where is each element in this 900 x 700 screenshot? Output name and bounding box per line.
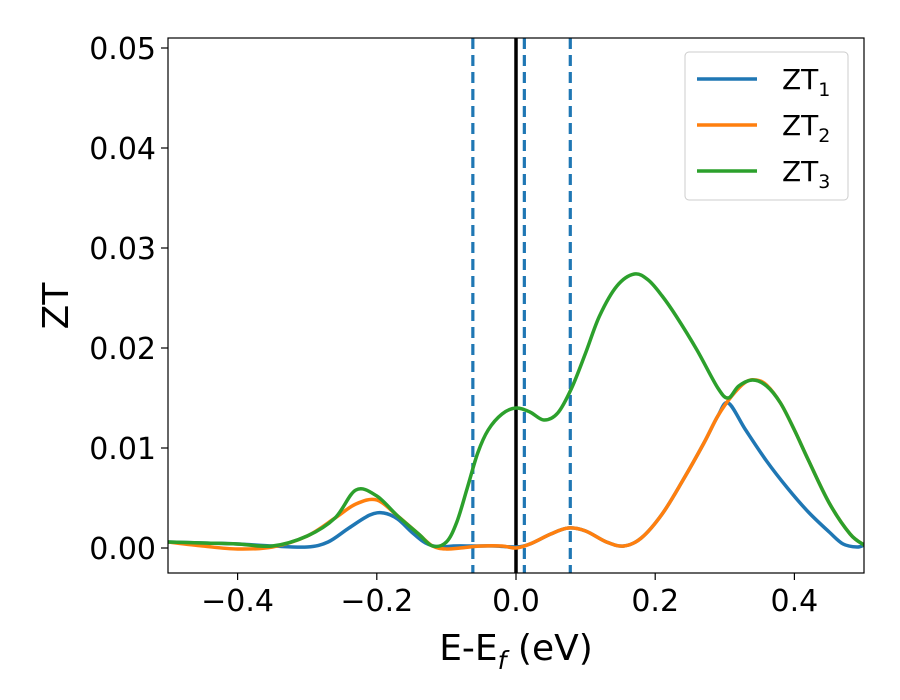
x-axis-label-unit: (eV) — [506, 628, 592, 669]
y-tick-label: 0.01 — [89, 432, 156, 467]
x-tick-label: −0.4 — [201, 584, 274, 619]
legend-label: ZT2 — [782, 109, 830, 147]
x-tick-label: 0.4 — [771, 584, 819, 619]
x-tick-label: 0.0 — [492, 584, 540, 619]
legend: ZT1 ZT2 ZT3 — [684, 51, 849, 201]
y-tick-label: 0.04 — [89, 132, 156, 167]
reference-lines — [471, 38, 572, 573]
y-tick-label: 0.00 — [89, 532, 156, 567]
y-axis-label: ZT — [36, 282, 77, 330]
x-axis-label: E-Ef (eV) — [439, 628, 593, 675]
y-tick-label: 0.02 — [89, 332, 156, 367]
y-tick-label: 0.05 — [89, 32, 156, 67]
x-axis-ticks: −0.4 −0.2 0.0 0.2 0.4 — [201, 573, 818, 619]
x-axis-label-main: E-E — [439, 628, 497, 669]
y-tick-label: 0.03 — [89, 232, 156, 267]
legend-label: ZT3 — [782, 155, 830, 193]
series-lines — [168, 272, 864, 551]
y-axis-ticks: 0.00 0.01 0.02 0.03 0.04 0.05 — [89, 32, 168, 567]
legend-box — [684, 51, 849, 201]
x-tick-label: −0.2 — [340, 584, 413, 619]
x-tick-label: 0.2 — [631, 584, 679, 619]
legend-label: ZT1 — [782, 63, 830, 101]
series-line-zt3 — [168, 272, 864, 549]
